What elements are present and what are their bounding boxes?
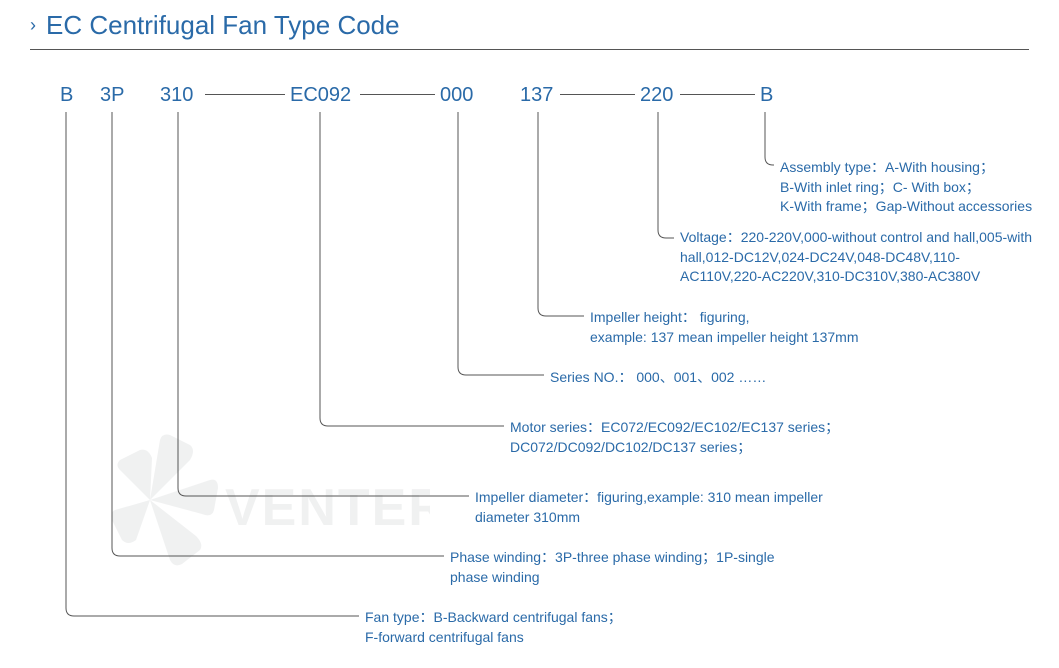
code-dash <box>560 94 635 95</box>
page-title: EC Centrifugal Fan Type Code <box>46 10 400 41</box>
divider <box>30 49 1029 50</box>
code-dash <box>680 94 755 95</box>
connector-line <box>66 118 359 616</box>
connector-line <box>320 118 504 426</box>
connector-line <box>765 118 774 165</box>
code-segment: 3P <box>100 84 124 107</box>
description-series_no: Series NO.： 000、001、002 …… <box>550 368 766 388</box>
description-impeller_height: Impeller height： figuring,example: 137 m… <box>590 308 858 347</box>
chevron-right-icon: › <box>30 15 36 36</box>
watermark-logo: VENTER <box>110 430 430 570</box>
description-phase_winding: Phase winding：3P-three phase winding；1P-… <box>450 548 810 587</box>
connector-line <box>658 118 674 238</box>
type-code-row: B 3P 310 EC092 000 137 220 B <box>40 80 1029 110</box>
title-row: › EC Centrifugal Fan Type Code <box>30 10 1029 41</box>
code-dash <box>205 94 285 95</box>
svg-text:VENTER: VENTER <box>225 479 430 537</box>
connector-line <box>458 118 544 375</box>
connector-line <box>538 118 584 316</box>
description-voltage: Voltage：220-220V,000-without control and… <box>680 228 1040 287</box>
code-segment: 310 <box>160 84 193 107</box>
code-dash <box>360 94 435 95</box>
code-segment: EC092 <box>290 84 351 107</box>
connector-line <box>112 118 444 556</box>
connector-line <box>178 118 469 496</box>
description-assembly_type: Assembly type：A-With housing；B-With inle… <box>780 158 1032 217</box>
code-segment: B <box>60 84 73 107</box>
description-motor_series: Motor series：EC072/EC092/EC102/EC137 ser… <box>510 418 839 457</box>
code-segment: B <box>760 84 773 107</box>
code-segment: 137 <box>520 84 553 107</box>
code-segment: 220 <box>640 84 673 107</box>
description-fan_type: Fan type：B-Backward centrifugal fans；F-f… <box>365 608 622 647</box>
code-segment: 000 <box>440 84 473 107</box>
description-impeller_diameter: Impeller diameter：figuring,example: 310 … <box>475 488 835 527</box>
